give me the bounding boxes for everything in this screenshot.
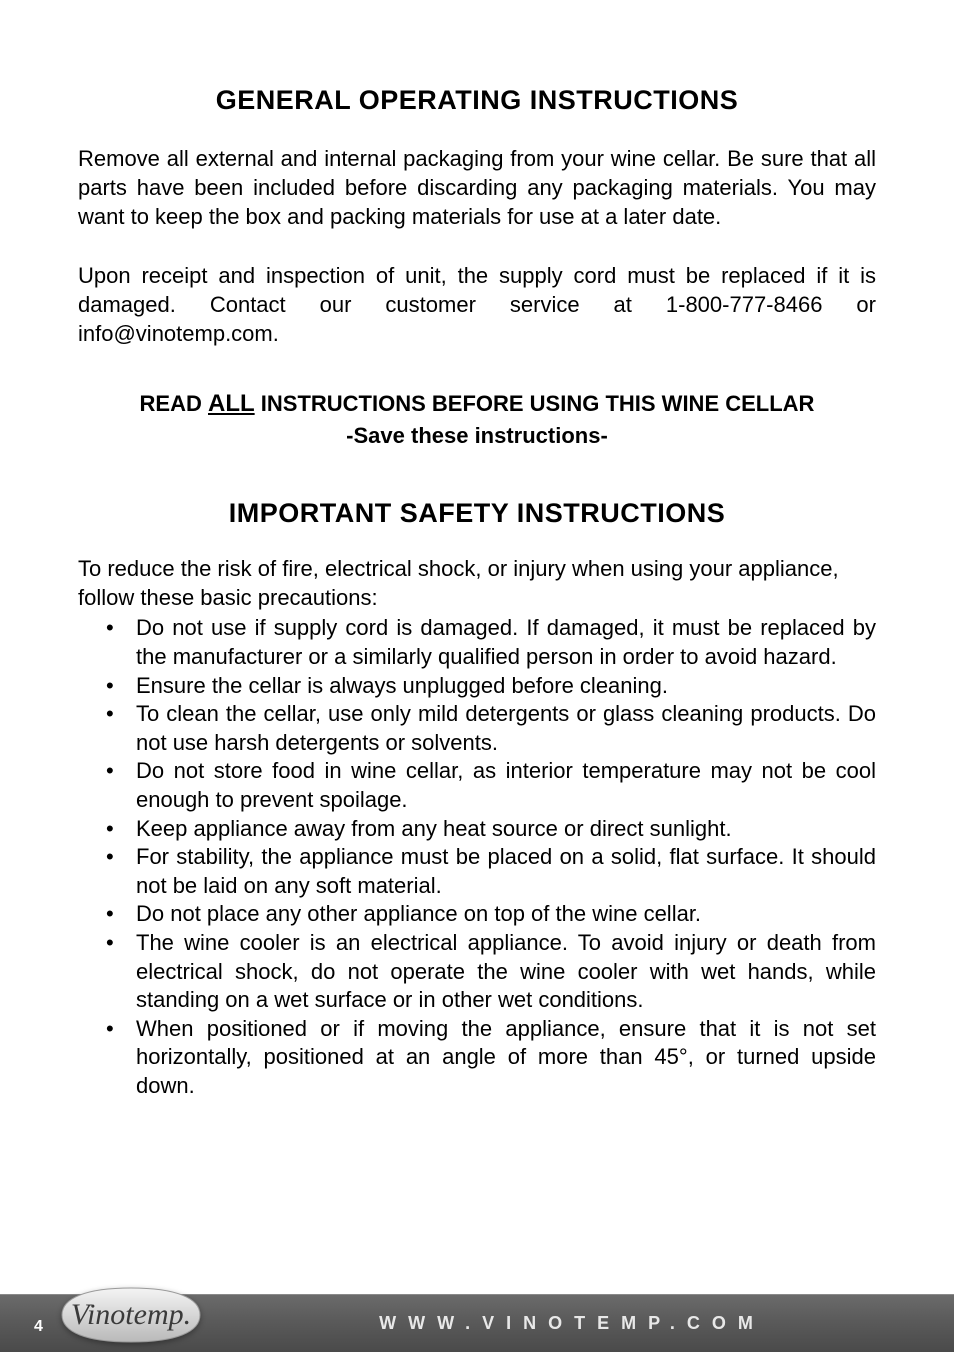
read-all-block: READ ALL INSTRUCTIONS BEFORE USING THIS … — [78, 388, 876, 450]
list-item: When positioned or if moving the applian… — [106, 1015, 876, 1101]
read-all-word: ALL — [208, 390, 255, 417]
safety-lead: To reduce the risk of fire, electrical s… — [78, 555, 876, 612]
read-all-suffix: INSTRUCTIONS BEFORE USING THIS WINE CELL… — [255, 391, 815, 416]
paragraph-packaging: Remove all external and internal packagi… — [78, 144, 876, 231]
save-instructions: -Save these instructions- — [78, 421, 876, 451]
page-footer: 4 Vinotemp. WWW.VINOTEMP.COM — [0, 1274, 954, 1352]
safety-list: Do not use if supply cord is damaged. If… — [78, 614, 876, 1100]
footer-url: WWW.VINOTEMP.COM — [250, 1313, 894, 1334]
heading-safety: IMPORTANT SAFETY INSTRUCTIONS — [78, 498, 876, 529]
read-all-prefix: READ — [140, 391, 208, 416]
page-number: 4 — [34, 1318, 43, 1336]
list-item: For stability, the appliance must be pla… — [106, 843, 876, 900]
list-item: To clean the cellar, use only mild deter… — [106, 700, 876, 757]
brand-logo: Vinotemp. — [56, 1284, 206, 1346]
list-item: Ensure the cellar is always unplugged be… — [106, 672, 876, 701]
document-page: GENERAL OPERATING INSTRUCTIONS Remove al… — [0, 0, 954, 1352]
logo-text: Vinotemp. — [71, 1298, 191, 1331]
list-item: Do not store food in wine cellar, as int… — [106, 757, 876, 814]
list-item: The wine cooler is an electrical applian… — [106, 929, 876, 1015]
list-item: Do not place any other appliance on top … — [106, 900, 876, 929]
heading-general: GENERAL OPERATING INSTRUCTIONS — [78, 85, 876, 116]
paragraph-cord-replace: Upon receipt and inspection of unit, the… — [78, 261, 876, 348]
list-item: Do not use if supply cord is damaged. If… — [106, 614, 876, 671]
list-item: Keep appliance away from any heat source… — [106, 815, 876, 844]
